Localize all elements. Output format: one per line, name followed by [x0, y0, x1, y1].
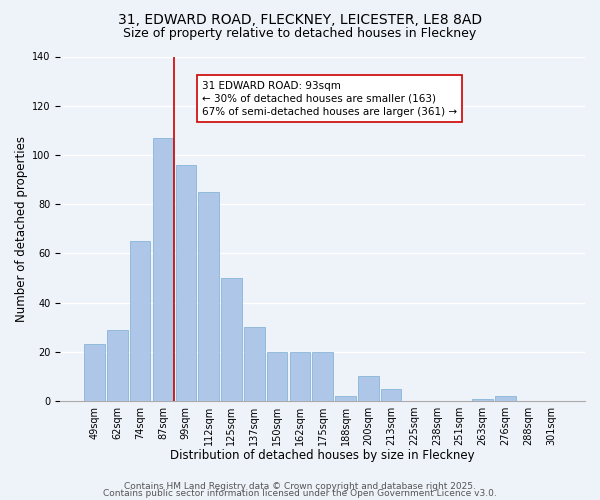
- Bar: [107, 330, 128, 401]
- Bar: [221, 278, 242, 401]
- Bar: [267, 352, 287, 401]
- Bar: [152, 138, 173, 401]
- Text: 31 EDWARD ROAD: 93sqm
← 30% of detached houses are smaller (163)
67% of semi-det: 31 EDWARD ROAD: 93sqm ← 30% of detached …: [202, 80, 457, 117]
- X-axis label: Distribution of detached houses by size in Fleckney: Distribution of detached houses by size …: [170, 450, 475, 462]
- Text: Size of property relative to detached houses in Fleckney: Size of property relative to detached ho…: [124, 28, 476, 40]
- Text: Contains HM Land Registry data © Crown copyright and database right 2025.: Contains HM Land Registry data © Crown c…: [124, 482, 476, 491]
- Bar: [199, 192, 219, 401]
- Text: Contains public sector information licensed under the Open Government Licence v3: Contains public sector information licen…: [103, 489, 497, 498]
- Bar: [381, 388, 401, 401]
- Bar: [472, 398, 493, 401]
- Bar: [176, 165, 196, 401]
- Y-axis label: Number of detached properties: Number of detached properties: [15, 136, 28, 322]
- Bar: [335, 396, 356, 401]
- Bar: [290, 352, 310, 401]
- Bar: [84, 344, 105, 401]
- Bar: [358, 376, 379, 401]
- Text: 31, EDWARD ROAD, FLECKNEY, LEICESTER, LE8 8AD: 31, EDWARD ROAD, FLECKNEY, LEICESTER, LE…: [118, 12, 482, 26]
- Bar: [130, 241, 151, 401]
- Bar: [313, 352, 333, 401]
- Bar: [495, 396, 515, 401]
- Bar: [244, 327, 265, 401]
